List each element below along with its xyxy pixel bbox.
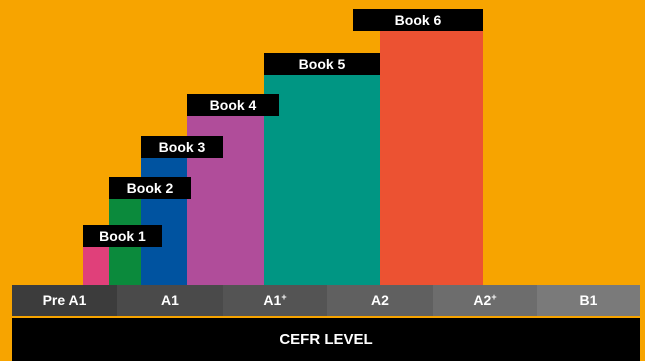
level-a1: A1 <box>117 285 223 316</box>
level-a2: A2 <box>327 285 433 316</box>
book-1-label: Book 1 <box>83 225 162 247</box>
level-a1-plus: A1+ <box>223 285 327 316</box>
cefr-level-bar: Pre A1 A1 A1+ A2 A2+ B1 <box>12 285 640 316</box>
level-pre-a1-label: Pre A1 <box>42 292 87 308</box>
level-b1-label: B1 <box>579 292 598 308</box>
book-5 <box>264 75 380 285</box>
book-5-label: Book 5 <box>264 53 380 75</box>
book-6 <box>380 31 483 285</box>
level-a1-label: A1 <box>161 292 179 308</box>
book-2-label: Book 2 <box>109 177 191 199</box>
level-b1: B1 <box>537 285 640 316</box>
level-pre-a1: Pre A1 <box>12 285 117 316</box>
level-a1-plus-label: A1 <box>263 292 282 308</box>
cefr-level-title: CEFR LEVEL <box>12 318 640 361</box>
book-3-label: Book 3 <box>141 136 223 158</box>
level-a1-plus-sign: + <box>281 292 287 302</box>
book-6-label: Book 6 <box>353 9 483 31</box>
level-a2-label: A2 <box>371 292 389 308</box>
level-a2-plus-sign: + <box>491 292 497 302</box>
level-a2-plus: A2+ <box>433 285 537 316</box>
level-a2-plus-label: A2 <box>473 292 492 308</box>
book-4-label: Book 4 <box>187 94 279 116</box>
